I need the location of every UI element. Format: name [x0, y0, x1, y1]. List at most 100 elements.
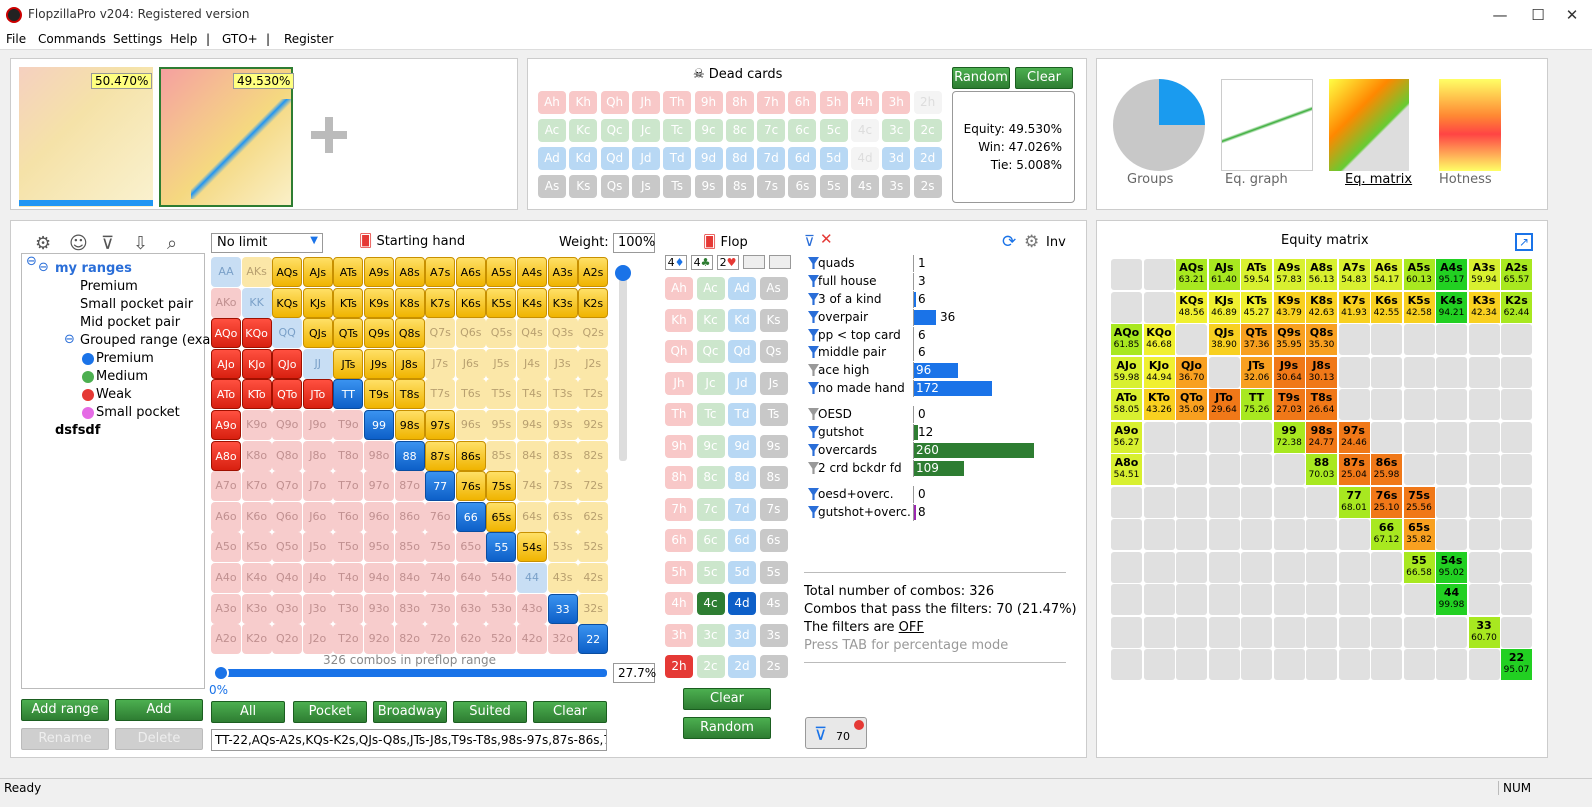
matrix-cell-QTo[interactable]: QTo 35.09 — [1176, 389, 1207, 420]
hand-KJs[interactable]: KJs — [302, 287, 333, 318]
filter-funnel-icon[interactable] — [808, 426, 819, 438]
matrix-cell-K7s[interactable]: K7s 41.93 — [1338, 291, 1370, 323]
hand-73o[interactable]: 73o — [425, 593, 456, 624]
hand-A7o[interactable]: A7o — [211, 471, 241, 502]
menu-register[interactable]: Register — [284, 32, 334, 46]
dead-card-Qc[interactable]: Qc — [600, 119, 629, 142]
matrix-cell-K4s[interactable]: K4s 94.21 — [1436, 291, 1467, 323]
flop-card-Ks[interactable]: Ks — [759, 308, 788, 332]
flop-card-3h[interactable]: 3h — [665, 623, 693, 647]
flop-card-Kc[interactable]: Kc — [696, 308, 725, 332]
hand-83o[interactable]: 83o — [394, 593, 425, 624]
flop-card-Ah[interactable]: Ah — [665, 277, 693, 300]
hand-72o[interactable]: 72o — [425, 624, 456, 655]
hand-T7s[interactable]: T7s — [425, 379, 456, 410]
hand-32o[interactable]: 32o — [547, 624, 578, 655]
hand-43s[interactable]: 43s — [547, 563, 578, 593]
range-pocket-button[interactable]: Pocket — [293, 701, 367, 723]
filter-row-overpair[interactable]: overpair 36 — [808, 309, 1068, 326]
dead-card-2s[interactable]: 2s — [913, 175, 942, 198]
maximize-icon[interactable]: ☐ — [1531, 6, 1545, 24]
filter-funnel-icon[interactable] — [808, 364, 819, 376]
tree-collapse-icon[interactable]: ⊖ — [26, 254, 37, 269]
hand-K2o[interactable]: K2o — [241, 624, 272, 655]
flop-card-As[interactable]: As — [759, 277, 788, 300]
hand-K3o[interactable]: K3o — [241, 593, 272, 624]
hand-J4o[interactable]: J4o — [302, 563, 333, 593]
filter-funnel-icon[interactable] — [808, 293, 819, 305]
flop-card-Th[interactable]: Th — [665, 403, 693, 426]
matrix-cell-AQs[interactable]: AQs 63.21 — [1176, 259, 1207, 290]
dead-card-Ts[interactable]: Ts — [663, 175, 692, 198]
dead-card-Kc[interactable]: Kc — [569, 119, 598, 142]
hand-52o[interactable]: 52o — [486, 624, 517, 655]
hand-77[interactable]: 77 — [425, 471, 456, 502]
minimize-icon[interactable]: — — [1492, 6, 1508, 24]
player-1-thumbnail[interactable]: 50.470% — [19, 67, 153, 207]
dead-card-7h[interactable]: 7h — [757, 91, 786, 114]
hand-64o[interactable]: 64o — [455, 563, 486, 593]
hand-T6o[interactable]: T6o — [333, 501, 364, 532]
matrix-cell-A3s[interactable]: A3s 59.94 — [1468, 259, 1500, 290]
dead-card-As[interactable]: As — [538, 175, 566, 198]
hand-K4s[interactable]: K4s — [517, 287, 547, 318]
hand-J9o[interactable]: J9o — [302, 410, 333, 440]
menu-file[interactable]: File — [6, 32, 27, 46]
matrix-cell-K6s[interactable]: K6s 42.55 — [1371, 291, 1402, 323]
hand-J6o[interactable]: J6o — [302, 501, 333, 532]
flop-random-button[interactable]: Random — [683, 717, 771, 739]
hand-Q3s[interactable]: Q3s — [547, 318, 578, 349]
flop-card-2h[interactable]: 2h — [665, 655, 693, 678]
settings-gear-icon[interactable]: ⚙ — [35, 233, 52, 254]
flop-card-2s[interactable]: 2s — [759, 655, 788, 678]
dead-card-2h[interactable]: 2h — [913, 91, 942, 114]
matrix-cell-K9s[interactable]: K9s 43.79 — [1273, 291, 1305, 323]
matrix-cell-QTs[interactable]: QTs 37.36 — [1241, 324, 1272, 355]
hand-AJo[interactable]: AJo — [211, 348, 241, 379]
filter-funnel-icon[interactable] — [808, 462, 819, 474]
hand-A8s[interactable]: A8s — [394, 257, 425, 287]
hand-Q8o[interactable]: Q8o — [272, 440, 303, 471]
hand-QJs[interactable]: QJs — [302, 318, 333, 349]
hand-J6s[interactable]: J6s — [455, 348, 486, 379]
tree-item-dsfsdf[interactable]: dsfsdf — [55, 423, 101, 438]
refresh-icon[interactable]: ⟳ — [1002, 232, 1017, 252]
hand-J7s[interactable]: J7s — [425, 348, 456, 379]
matrix-cell-44[interactable]: 44 99.98 — [1436, 584, 1467, 615]
dead-card-Qs[interactable]: Qs — [600, 175, 629, 198]
view-hotness[interactable]: Hotness — [1439, 172, 1492, 187]
matrix-cell-A2s[interactable]: A2s 65.57 — [1501, 259, 1532, 290]
dead-card-3s[interactable]: 3s — [882, 175, 911, 198]
tree-item-premium[interactable]: Premium — [80, 279, 138, 294]
view-eq-graph[interactable]: Eq. graph — [1225, 172, 1288, 187]
hand-33[interactable]: 33 — [547, 593, 578, 624]
matrix-cell-75s[interactable]: 75s 25.56 — [1403, 486, 1435, 518]
hand-Q5o[interactable]: Q5o — [272, 532, 303, 563]
hand-A2o[interactable]: A2o — [211, 624, 241, 655]
flop-card-4s[interactable]: 4s — [759, 592, 788, 615]
hand-Q2s[interactable]: Q2s — [578, 318, 609, 349]
flop-card-9s[interactable]: 9s — [759, 434, 788, 458]
hand-T7o[interactable]: T7o — [333, 471, 364, 502]
hand-95s[interactable]: 95s — [486, 410, 517, 440]
flop-card-4d[interactable]: 4d — [728, 592, 756, 615]
hand-66[interactable]: 66 — [455, 501, 486, 532]
dead-card-2d[interactable]: 2d — [913, 147, 942, 170]
view-eq-matrix[interactable]: Eq. matrix — [1345, 172, 1413, 187]
dead-card-4h[interactable]: 4h — [851, 91, 879, 114]
dead-card-Ah[interactable]: Ah — [538, 91, 566, 114]
dead-card-Jc[interactable]: Jc — [631, 119, 660, 142]
hand-JTs[interactable]: JTs — [333, 348, 364, 379]
hand-62s[interactable]: 62s — [578, 501, 609, 532]
flop-card-2c[interactable]: 2c — [696, 655, 725, 678]
hand-54s[interactable]: 54s — [517, 532, 547, 563]
hand-J2o[interactable]: J2o — [302, 624, 333, 655]
flop-card-6s[interactable]: 6s — [759, 529, 788, 552]
rename-button[interactable]: Rename — [21, 728, 109, 750]
dead-card-8d[interactable]: 8d — [725, 147, 754, 170]
flop-card-7s[interactable]: 7s — [759, 497, 788, 521]
flop-card-6d[interactable]: 6d — [728, 529, 756, 552]
weight-input[interactable]: 100% — [613, 233, 655, 253]
hand-A9o[interactable]: A9o — [211, 410, 241, 440]
hand-65o[interactable]: 65o — [455, 532, 486, 563]
